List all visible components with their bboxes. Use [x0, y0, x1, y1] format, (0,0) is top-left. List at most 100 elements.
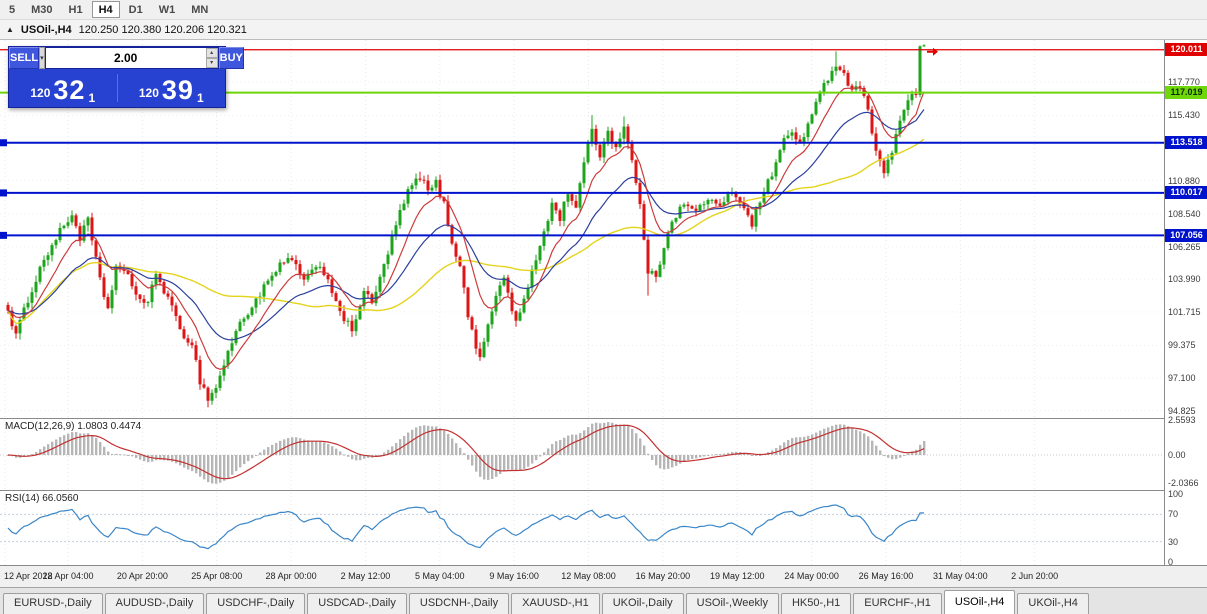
- candle-body: [226, 350, 230, 366]
- candle-body: [614, 143, 618, 148]
- candle-body: [442, 197, 446, 202]
- candle-body: [542, 231, 546, 246]
- chart-tab-xauusd-h1[interactable]: XAUUSD-,H1: [511, 593, 600, 614]
- macd-histogram-bar: [207, 455, 210, 483]
- macd-histogram-bar: [895, 455, 898, 460]
- candle-body: [250, 307, 254, 315]
- collapse-triangle-icon[interactable]: ▲: [6, 25, 14, 34]
- price-tag-blue: 113.518: [1165, 136, 1207, 150]
- candle-body: [130, 273, 134, 287]
- timeframe-button-m30[interactable]: M30: [24, 1, 59, 18]
- timeframe-button-d1[interactable]: D1: [122, 1, 150, 18]
- candle-body: [394, 225, 398, 236]
- chart-tab-usdchf-daily[interactable]: USDCHF-,Daily: [206, 593, 306, 614]
- candle-body: [526, 287, 530, 299]
- candle-body: [238, 321, 242, 331]
- date-axis-label: 26 May 16:00: [858, 571, 914, 581]
- hline-left-marker[interactable]: [0, 189, 7, 197]
- chart-tab-ukoil-h4[interactable]: UKOil-,H4: [1017, 593, 1089, 614]
- macd-histogram-bar: [171, 455, 174, 462]
- chart-tab-usdcad-daily[interactable]: USDCAD-,Daily: [307, 593, 407, 614]
- candle-body: [326, 275, 330, 280]
- macd-histogram-bar: [871, 440, 874, 455]
- candle-body: [126, 270, 130, 274]
- buy-price-display[interactable]: 120 39 1: [118, 69, 226, 107]
- timeframe-button-w1[interactable]: W1: [152, 1, 183, 18]
- date-axis-label: 19 May 12:00: [709, 571, 765, 581]
- chart-tab-eurchf-h1[interactable]: EURCHF-,H1: [853, 593, 942, 614]
- candle-body: [282, 262, 286, 264]
- one-click-trading-panel: SELL ▾ ▴ ▾ BUY 120 32 1: [8, 46, 244, 108]
- macd-histogram-bar: [607, 422, 610, 455]
- price-axis-label: 101.715: [1168, 306, 1201, 317]
- chart-tab-ukoil-daily[interactable]: UKOil-,Daily: [601, 593, 684, 614]
- macd-histogram-bar: [667, 455, 670, 469]
- macd-histogram-bar: [923, 440, 926, 455]
- macd-histogram-bar: [347, 455, 350, 457]
- sell-price-pipette: 1: [88, 91, 96, 105]
- price-axis-label: 103.990: [1168, 274, 1201, 285]
- candle-body: [870, 109, 874, 134]
- macd-histogram-bar: [227, 455, 230, 478]
- sell-price-display[interactable]: 120 32 1: [9, 69, 117, 107]
- macd-histogram-bar: [719, 454, 722, 456]
- candle-body: [574, 200, 578, 208]
- macd-histogram-bar: [759, 455, 762, 456]
- buy-button[interactable]: BUY: [218, 47, 244, 69]
- candle-body: [914, 94, 918, 96]
- macd-histogram-bar: [311, 440, 314, 455]
- macd-histogram-bar: [143, 455, 146, 462]
- candle-body: [622, 126, 626, 139]
- chart-tab-hk50-h1[interactable]: HK50-,H1: [780, 593, 852, 614]
- chart-canvas[interactable]: [0, 40, 1164, 565]
- macd-panel[interactable]: [0, 418, 1164, 490]
- buy-price-pips: 39: [161, 75, 194, 105]
- macd-histogram-bar: [307, 440, 310, 455]
- hline-left-marker[interactable]: [0, 231, 7, 239]
- candle-body: [234, 330, 238, 344]
- volume-dropdown-button[interactable]: ▾: [39, 47, 45, 69]
- chart-title-bar: ▲ USOil-,H4 120.250 120.380 120.206 120.…: [0, 20, 1207, 40]
- macd-histogram-bar: [91, 435, 94, 455]
- macd-histogram-bar: [883, 455, 886, 456]
- chart-tab-usdcnh-daily[interactable]: USDCNH-,Daily: [408, 593, 510, 614]
- macd-histogram-bar: [863, 433, 866, 455]
- hline-left-marker[interactable]: [0, 139, 7, 147]
- candle-body: [726, 194, 730, 203]
- volume-increase-button[interactable]: ▴: [205, 48, 218, 58]
- chart-window: 117.770 115.430 110.880 108.540 106.265 103.9…: [0, 40, 1207, 587]
- chevron-down-icon: ▾: [40, 55, 44, 62]
- chart-tab-usoil-weekly[interactable]: USOil-,Weekly: [685, 593, 779, 614]
- timeframe-button-h4[interactable]: H4: [91, 1, 120, 18]
- candle-body: [734, 192, 738, 198]
- candle-body: [42, 259, 46, 267]
- macd-histogram-bar: [163, 455, 166, 461]
- candle-body: [178, 315, 182, 330]
- macd-histogram-bar: [811, 434, 814, 455]
- candle-body: [202, 384, 206, 388]
- chart-tab-usoil-h4[interactable]: USOil-,H4: [943, 590, 1016, 614]
- macd-histogram-bar: [515, 455, 518, 471]
- volume-decrease-button[interactable]: ▾: [205, 58, 218, 68]
- volume-input[interactable]: [45, 48, 206, 68]
- candle-body: [478, 348, 482, 358]
- date-axis-label: 2 May 12:00: [340, 571, 391, 581]
- macd-histogram-bar: [187, 455, 190, 470]
- candle-body: [190, 342, 194, 346]
- timeframe-button-5[interactable]: 5: [2, 1, 22, 18]
- chart-tab-audusd-daily[interactable]: AUDUSD-,Daily: [104, 593, 205, 614]
- macd-histogram-bar: [631, 428, 634, 455]
- candle-body: [810, 114, 814, 124]
- rsi-panel[interactable]: [0, 490, 1164, 565]
- sell-button[interactable]: SELL: [9, 47, 40, 69]
- candle-body: [50, 245, 54, 256]
- date-axis-label: 28 Apr 00:00: [265, 571, 317, 581]
- macd-histogram-bar: [95, 437, 98, 455]
- timeframe-button-h1[interactable]: H1: [62, 1, 90, 18]
- candle-body: [682, 204, 686, 207]
- candle-body: [106, 296, 110, 309]
- candle-body: [18, 319, 22, 334]
- candle-body: [470, 317, 474, 330]
- chart-tab-eurusd-daily[interactable]: EURUSD-,Daily: [3, 593, 103, 614]
- timeframe-button-mn[interactable]: MN: [184, 1, 215, 18]
